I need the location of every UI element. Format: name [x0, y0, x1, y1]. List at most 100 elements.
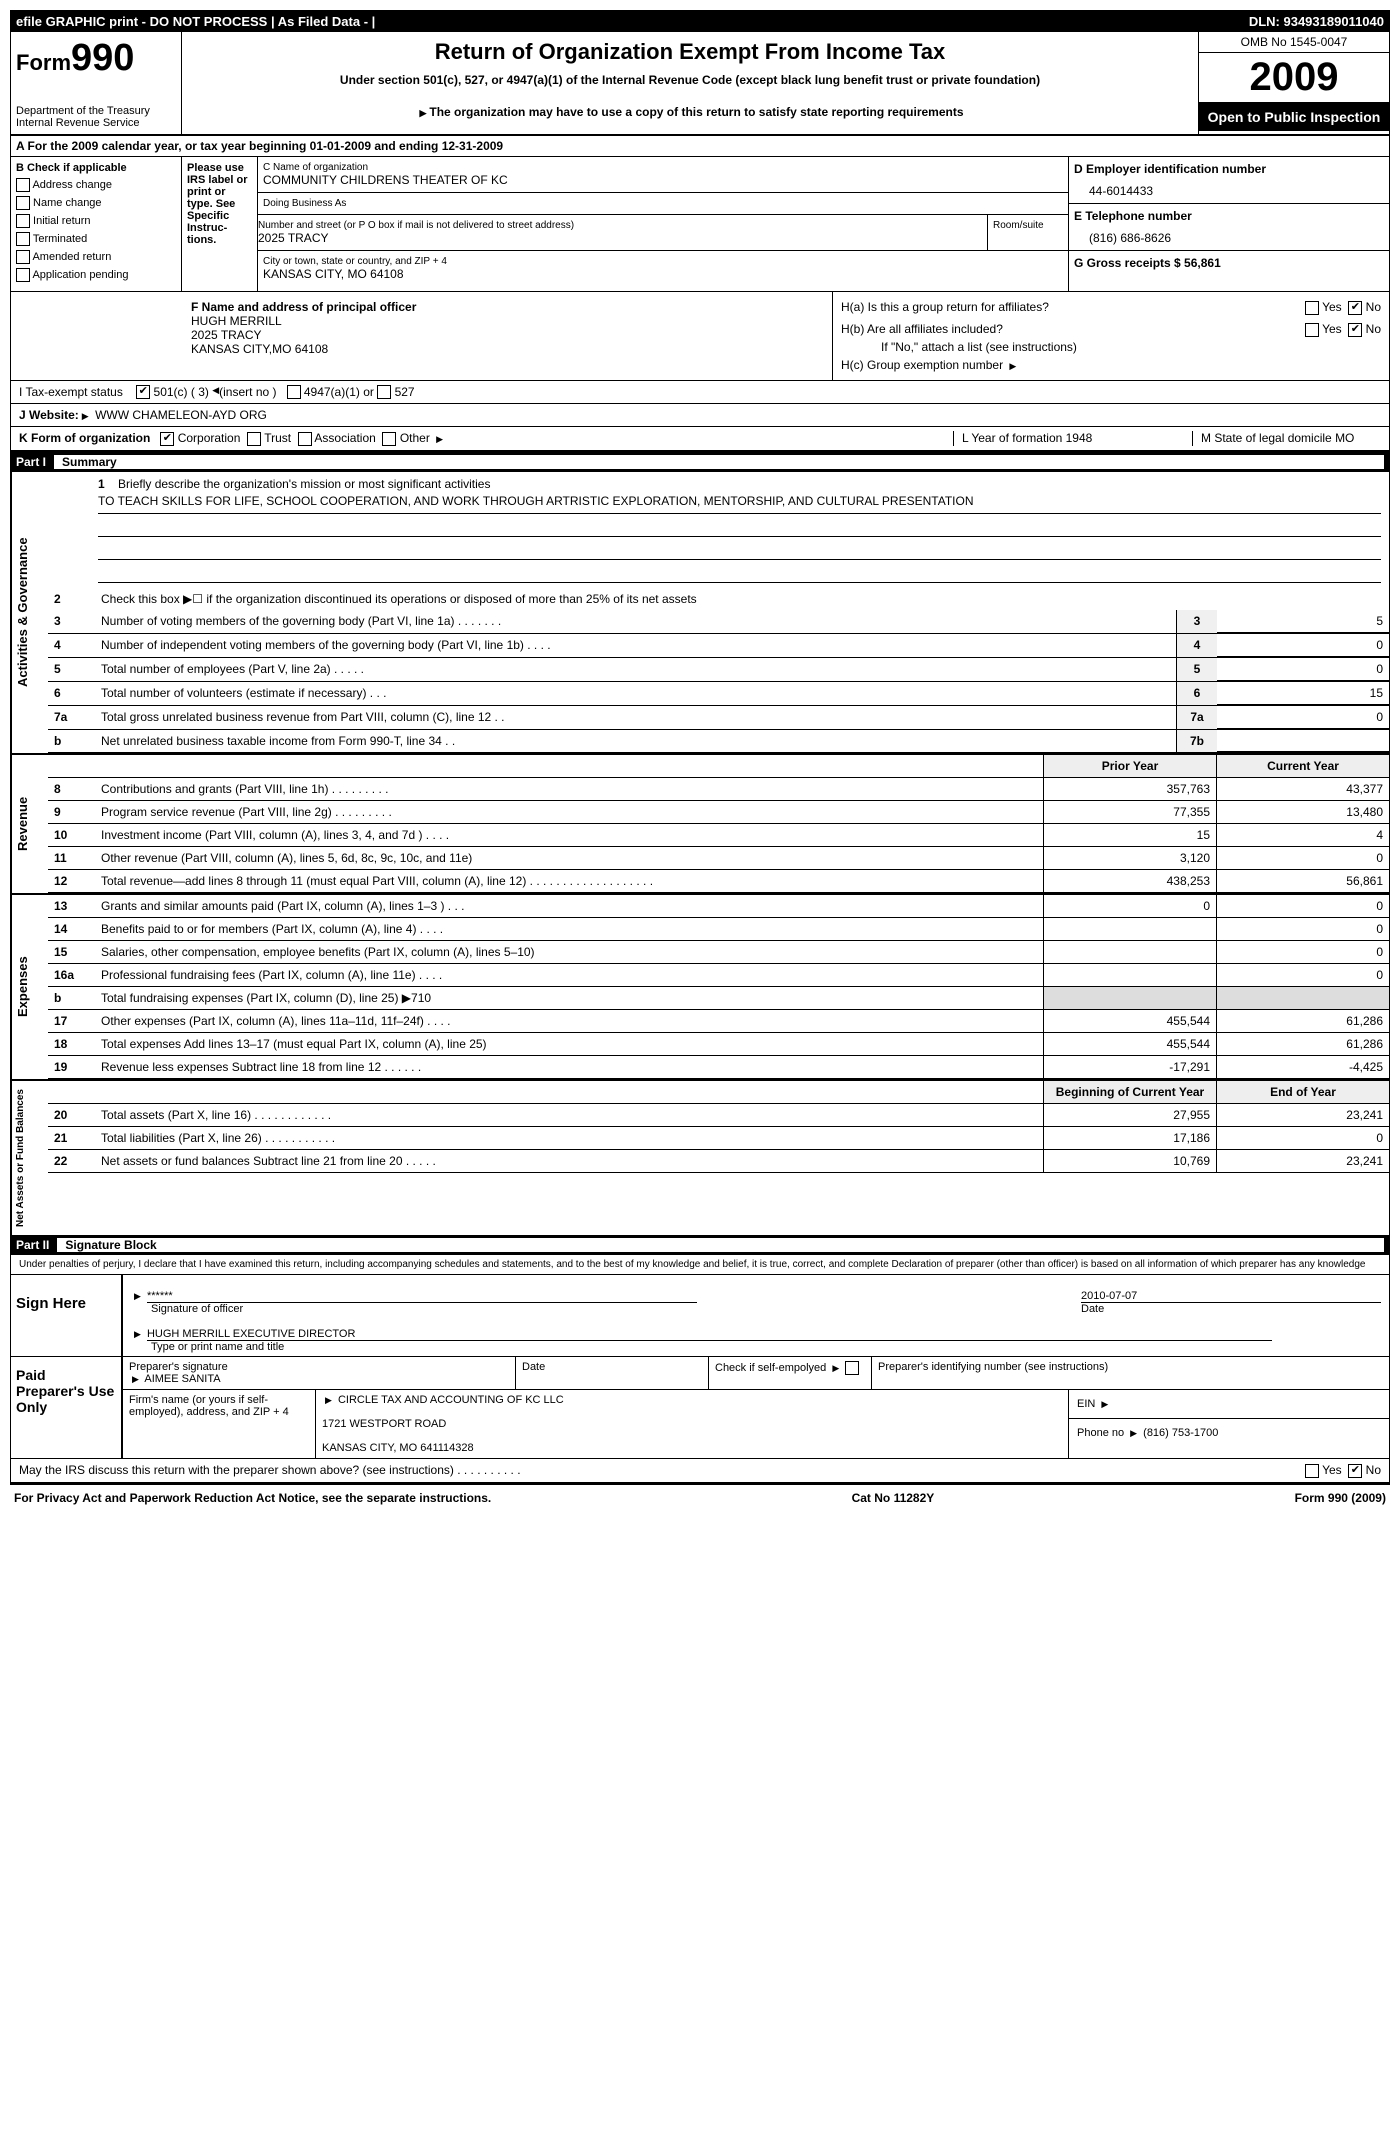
governance-label: Activities & Governance	[11, 472, 48, 753]
summary-row: 6Total number of volunteers (estimate if…	[48, 682, 1389, 706]
title-box: Return of Organization Exempt From Incom…	[182, 32, 1199, 134]
firm-addr1: 1721 WESTPORT ROAD	[322, 1418, 446, 1430]
form-note: The organization may have to use a copy …	[429, 105, 963, 119]
revenue-section: Revenue Prior Year Current Year 8Contrib…	[11, 753, 1389, 893]
form-ref: Form 990 (2009)	[1295, 1491, 1386, 1505]
checkbox-item: Application pending	[16, 268, 176, 282]
summary-row: 7aTotal gross unrelated business revenue…	[48, 706, 1389, 730]
top-bar: efile GRAPHIC print - DO NOT PROCESS | A…	[11, 11, 1389, 32]
summary-row: 13Grants and similar amounts paid (Part …	[48, 895, 1389, 918]
summary-row: 19Revenue less expenses Subtract line 18…	[48, 1056, 1389, 1079]
part-2-header: Part II Signature Block	[11, 1235, 1389, 1255]
checkbox-item: Address change	[16, 178, 176, 192]
section-a: A For the 2009 calendar year, or tax yea…	[11, 136, 1389, 157]
part-1-header: Part I Summary	[11, 452, 1389, 472]
sign-here-label: Sign Here	[11, 1275, 121, 1356]
mission-text: TO TEACH SKILLS FOR LIFE, SCHOOL COOPERA…	[98, 491, 1381, 514]
irs-label: Please use IRS label or print or type. S…	[182, 157, 258, 291]
governance-section: Activities & Governance 1 Briefly descri…	[11, 472, 1389, 753]
tax-status-row: I Tax-exempt status ✔ 501(c) ( 3) ◀ (ins…	[11, 381, 1389, 404]
summary-row: 10Investment income (Part VIII, column (…	[48, 824, 1389, 847]
street-label: Number and street (or P O box if mail is…	[258, 220, 987, 231]
name-address-block: C Name of organization COMMUNITY CHILDRE…	[258, 157, 1068, 291]
discuss-no[interactable]: ✔	[1348, 1464, 1362, 1478]
street-value: 2025 TRACY	[258, 231, 987, 245]
d-label: D Employer identification number	[1074, 162, 1384, 176]
year-box: OMB No 1545-0047 2009 Open to Public Ins…	[1199, 32, 1389, 134]
officer-city: KANSAS CITY,MO 64108	[191, 342, 824, 356]
website-url: WWW CHAMELEON-AYD ORG	[95, 408, 267, 422]
summary-row: bNet unrelated business taxable income f…	[48, 730, 1389, 753]
right-info: D Employer identification number 44-6014…	[1068, 157, 1389, 291]
discuss-yes[interactable]	[1305, 1464, 1319, 1478]
checkbox-item: Amended return	[16, 250, 176, 264]
501c-checkbox[interactable]: ✔	[136, 385, 150, 399]
form-990-container: efile GRAPHIC print - DO NOT PROCESS | A…	[10, 10, 1390, 1485]
preparer-phone: (816) 753-1700	[1143, 1427, 1218, 1439]
m-state: M State of legal domicile MO	[1192, 431, 1381, 446]
city-value: KANSAS CITY, MO 64108	[263, 267, 1063, 281]
hb-no[interactable]: ✔	[1348, 323, 1362, 337]
summary-row: 4Number of independent voting members of…	[48, 634, 1389, 658]
form-number: 990	[71, 37, 134, 79]
hb-note: If "No," attach a list (see instructions…	[841, 340, 1381, 354]
trust-checkbox[interactable]	[247, 432, 261, 446]
summary-row: 3Number of voting members of the governi…	[48, 610, 1389, 634]
phone: (816) 686-8626	[1074, 223, 1384, 245]
4947-checkbox[interactable]	[287, 385, 301, 399]
paid-preparer-block: Paid Preparer's Use Only Preparer's sign…	[11, 1356, 1389, 1458]
summary-row: 11Other revenue (Part VIII, column (A), …	[48, 847, 1389, 870]
dba-label: Doing Business As	[263, 198, 1063, 209]
paid-label: Paid Preparer's Use Only	[11, 1357, 123, 1458]
expenses-section: Expenses 13Grants and similar amounts pa…	[11, 893, 1389, 1079]
summary-row: 18Total expenses Add lines 13–17 (must e…	[48, 1033, 1389, 1056]
arrow-icon	[1006, 358, 1019, 372]
c-label: C Name of organization	[263, 162, 1063, 173]
officer-signature[interactable]: ******	[147, 1290, 697, 1303]
summary-row: 5Total number of employees (Part V, line…	[48, 658, 1389, 682]
h-box: H(a) Is this a group return for affiliat…	[832, 292, 1389, 380]
f-label: F Name and address of principal officer	[191, 300, 824, 314]
self-employed-checkbox[interactable]	[845, 1361, 859, 1375]
checkbox-item: Name change	[16, 196, 176, 210]
arrow-icon	[416, 105, 429, 119]
city-label: City or town, state or country, and ZIP …	[263, 256, 1063, 267]
k-row: K Form of organization ✔ Corporation Tru…	[11, 427, 1389, 452]
sign-date: 2010-07-07	[1081, 1290, 1381, 1303]
signature-block: Sign Here ****** Signature of officer 20…	[11, 1275, 1389, 1356]
net-label: Net Assets or Fund Balances	[11, 1081, 48, 1235]
527-checkbox[interactable]	[377, 385, 391, 399]
room-label: Room/suite	[988, 215, 1068, 250]
summary-row: 15Salaries, other compensation, employee…	[48, 941, 1389, 964]
ha-yes[interactable]	[1305, 301, 1319, 315]
omb-number: OMB No 1545-0047	[1199, 32, 1389, 53]
ha-no[interactable]: ✔	[1348, 301, 1362, 315]
checkbox-item: Terminated	[16, 232, 176, 246]
officer-street: 2025 TRACY	[191, 328, 824, 342]
summary-row: 8Contributions and grants (Part VIII, li…	[48, 778, 1389, 801]
hb-label: H(b) Are all affiliates included?	[841, 322, 1003, 336]
corp-checkbox[interactable]: ✔	[160, 432, 174, 446]
officer-printed-name: HUGH MERRILL EXECUTIVE DIRECTOR	[147, 1328, 1272, 1341]
checkbox-column: B Check if applicable Address change Nam…	[11, 157, 182, 291]
arrow-icon	[79, 408, 92, 422]
checkbox-item: Initial return	[16, 214, 176, 228]
assoc-checkbox[interactable]	[298, 432, 312, 446]
check-header: B Check if applicable	[16, 162, 176, 174]
netassets-section: Net Assets or Fund Balances Beginning of…	[11, 1079, 1389, 1235]
summary-row: 20Total assets (Part X, line 16) . . . .…	[48, 1104, 1389, 1127]
e-label: E Telephone number	[1074, 209, 1384, 223]
form-subtitle: Under section 501(c), 527, or 4947(a)(1)…	[187, 73, 1193, 87]
summary-row: 16aProfessional fundraising fees (Part I…	[48, 964, 1389, 987]
page-footer: For Privacy Act and Paperwork Reduction …	[10, 1485, 1390, 1511]
j-label: J Website:	[19, 408, 79, 422]
hb-yes[interactable]	[1305, 323, 1319, 337]
preparer-name: AIMEE SANITA	[144, 1373, 220, 1385]
website-row: J Website: WWW CHAMELEON-AYD ORG	[11, 404, 1389, 427]
privacy-notice: For Privacy Act and Paperwork Reduction …	[14, 1491, 491, 1505]
info-grid: B Check if applicable Address change Nam…	[11, 157, 1389, 292]
efile-notice: efile GRAPHIC print - DO NOT PROCESS | A…	[16, 14, 1249, 29]
summary-row: 17Other expenses (Part IX, column (A), l…	[48, 1010, 1389, 1033]
ha-label: H(a) Is this a group return for affiliat…	[841, 300, 1049, 314]
other-checkbox[interactable]	[382, 432, 396, 446]
